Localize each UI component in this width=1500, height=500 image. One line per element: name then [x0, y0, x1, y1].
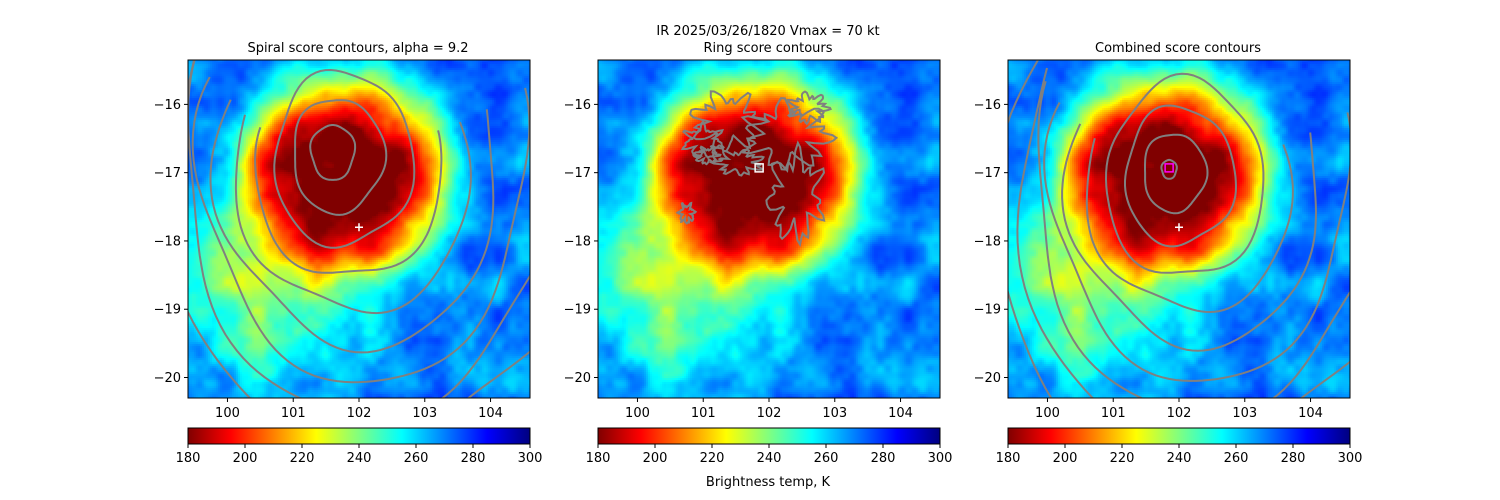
- y-tick-label: −18: [154, 234, 181, 249]
- x-tick-label: 104: [478, 406, 503, 421]
- colorbar-tick-label: 200: [643, 451, 668, 466]
- score-contour-line: [1043, 102, 1350, 382]
- x-tick-label: 101: [691, 406, 716, 421]
- y-tick-label: −20: [974, 371, 1001, 386]
- x-tick-label: 103: [412, 406, 437, 421]
- score-contour-line: [273, 69, 416, 249]
- score-contour-line: [1037, 80, 1350, 398]
- y-tick-label: −17: [974, 166, 1001, 181]
- score-contour-line: [765, 140, 826, 248]
- colorbar-tick-label: 300: [518, 451, 543, 466]
- colorbar-tick-label: 240: [347, 451, 372, 466]
- combined-center-square-marker: [1164, 163, 1174, 173]
- best-track-plus-marker: [355, 223, 363, 232]
- x-tick-label: 102: [347, 406, 372, 421]
- colorbar-tick-label: 280: [461, 451, 486, 466]
- score-contour-line: [1085, 137, 1294, 313]
- y-tick-label: −20: [564, 371, 591, 386]
- x-tick-label: 103: [822, 406, 847, 421]
- colorbar-tick-label: 300: [1338, 451, 1363, 466]
- x-tick-label: 102: [1167, 406, 1192, 421]
- score-contour-line: [680, 119, 725, 160]
- score-contour-line: [1105, 72, 1265, 274]
- colorbar-tick-label: 260: [404, 451, 429, 466]
- score-contour-line: [1160, 158, 1178, 180]
- score-contour-line: [1124, 104, 1237, 248]
- y-tick-label: −18: [564, 234, 591, 249]
- panel-title-ring: Ring score contours: [703, 41, 832, 56]
- y-tick-label: −16: [564, 98, 591, 113]
- colorbar: [1007, 427, 1351, 445]
- y-tick-label: −19: [154, 303, 181, 318]
- spiral-score-panel: Spiral score contours, alpha = 9.2 100 10…: [154, 41, 543, 466]
- x-tick-label: 100: [625, 406, 650, 421]
- y-tick-label: −19: [974, 303, 1001, 318]
- y-tick-label: −17: [154, 166, 181, 181]
- colorbar-tick-label: 220: [1110, 451, 1135, 466]
- colorbar-tick-label: 220: [700, 451, 725, 466]
- score-contour-line: [254, 127, 443, 274]
- y-tick-label: −20: [154, 371, 181, 386]
- x-tick-label: 104: [888, 406, 913, 421]
- score-contour-line: [740, 97, 839, 171]
- colorbar-tick-label: 240: [1167, 451, 1192, 466]
- figure-suptitle: IR 2025/03/26/1820 Vmax = 70 kt: [656, 24, 879, 39]
- colorbar-tick-label: 280: [871, 451, 896, 466]
- y-tick-label: −16: [154, 98, 181, 113]
- score-contour-line: [191, 76, 530, 384]
- score-contour-line: [234, 114, 472, 315]
- combined-score-panel: Combined score contours 100 101 102 103 104 −…: [974, 41, 1363, 466]
- score-contour-line: [689, 90, 771, 153]
- center-square-marker: [754, 163, 764, 173]
- x-tick-label: 100: [215, 406, 240, 421]
- y-tick-label: −19: [564, 303, 591, 318]
- score-contour-line: [675, 201, 698, 225]
- colorbar-tick-label: 180: [586, 451, 611, 466]
- x-tick-label: 102: [757, 406, 782, 421]
- x-tick-label: 100: [1035, 406, 1060, 421]
- y-tick-label: −17: [564, 166, 591, 181]
- score-contour-line: [309, 124, 357, 181]
- colorbar-tick-label: 200: [1053, 451, 1078, 466]
- x-tick-label: 101: [1101, 406, 1126, 421]
- score-contour-line: [1016, 67, 1350, 398]
- colorbar-tick-label: 180: [996, 451, 1021, 466]
- score-contour-line: [786, 90, 833, 126]
- x-tick-label: 101: [281, 406, 306, 421]
- score-contour-line: [188, 60, 530, 398]
- score-contours: [188, 60, 530, 398]
- y-tick-label: −16: [974, 98, 1001, 113]
- colorbar-tick-label: 200: [233, 451, 258, 466]
- colorbar: [187, 427, 531, 445]
- colorbar-tick-label: 260: [814, 451, 839, 466]
- x-tick-label: 103: [1232, 406, 1257, 421]
- colorbar: [597, 427, 941, 445]
- colorbar-tick-label: 220: [290, 451, 315, 466]
- score-contour-line: [692, 145, 722, 166]
- score-contours: [675, 90, 839, 248]
- panel-title-spiral: Spiral score contours, alpha = 9.2: [247, 41, 468, 56]
- ring-score-panel: Ring score contours 100 101 102 103 104 −16 −1…: [564, 41, 953, 466]
- colorbar-tick-label: 180: [176, 451, 201, 466]
- score-contour-line: [1061, 123, 1317, 352]
- panel-title-combined: Combined score contours: [1095, 41, 1261, 56]
- colorbar-label: Brightness temp, K: [706, 475, 831, 490]
- best-track-plus-marker: [1175, 223, 1183, 232]
- score-contour-line: [294, 99, 388, 216]
- colorbar-tick-label: 280: [1281, 451, 1306, 466]
- brightness-temp-image: [598, 60, 940, 398]
- colorbar-tick-label: 240: [757, 451, 782, 466]
- score-contours: [1008, 60, 1350, 398]
- colorbar-tick-label: 300: [928, 451, 953, 466]
- score-contour-line: [209, 99, 495, 354]
- y-tick-label: −18: [974, 234, 1001, 249]
- x-tick-label: 104: [1298, 406, 1323, 421]
- colorbar-tick-label: 260: [1224, 451, 1249, 466]
- score-contour-line: [1144, 133, 1209, 215]
